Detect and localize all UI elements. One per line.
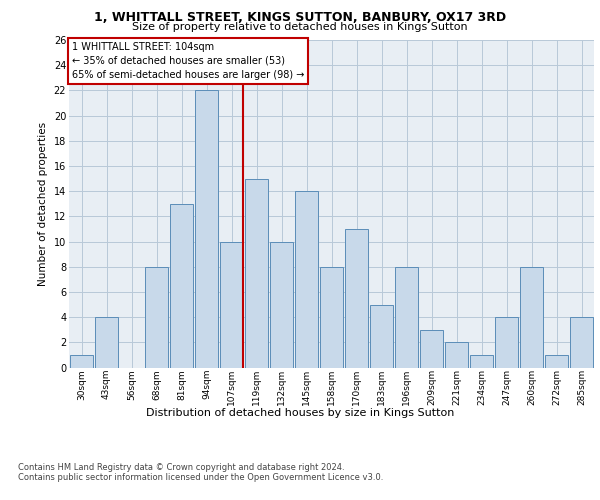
Text: 1 WHITTALL STREET: 104sqm
← 35% of detached houses are smaller (53)
65% of semi-: 1 WHITTALL STREET: 104sqm ← 35% of detac…	[71, 42, 304, 80]
Text: 1, WHITTALL STREET, KINGS SUTTON, BANBURY, OX17 3RD: 1, WHITTALL STREET, KINGS SUTTON, BANBUR…	[94, 11, 506, 24]
Bar	[395, 266, 418, 368]
Bar	[545, 355, 568, 368]
Bar	[170, 204, 193, 368]
Bar	[344, 229, 368, 368]
Bar	[70, 355, 94, 368]
Bar	[320, 266, 343, 368]
Bar	[145, 266, 169, 368]
Bar	[569, 317, 593, 368]
Text: Contains public sector information licensed under the Open Government Licence v3: Contains public sector information licen…	[18, 472, 383, 482]
Bar	[419, 330, 443, 368]
Bar	[494, 317, 518, 368]
Bar	[95, 317, 118, 368]
Bar	[245, 178, 268, 368]
Bar	[295, 191, 319, 368]
Y-axis label: Number of detached properties: Number of detached properties	[38, 122, 48, 286]
Text: Contains HM Land Registry data © Crown copyright and database right 2024.: Contains HM Land Registry data © Crown c…	[18, 462, 344, 471]
Text: Distribution of detached houses by size in Kings Sutton: Distribution of detached houses by size …	[146, 408, 454, 418]
Bar	[194, 90, 218, 368]
Bar	[370, 304, 394, 368]
Bar	[520, 266, 544, 368]
Bar	[470, 355, 493, 368]
Bar	[445, 342, 469, 367]
Text: Size of property relative to detached houses in Kings Sutton: Size of property relative to detached ho…	[132, 22, 468, 32]
Bar	[269, 242, 293, 368]
Bar	[220, 242, 244, 368]
